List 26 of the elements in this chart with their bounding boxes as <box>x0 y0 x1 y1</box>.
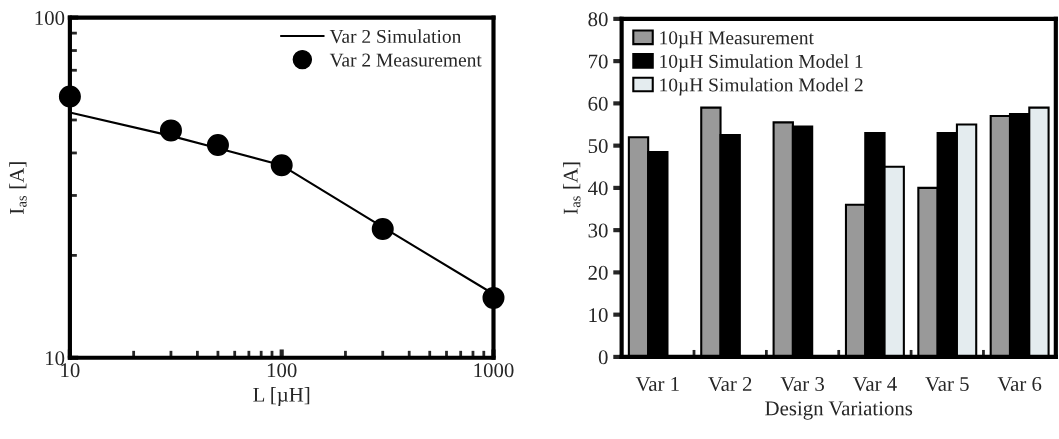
y-tick-label: 60 <box>588 96 608 111</box>
y-tick-label: 40 <box>588 181 608 196</box>
x-tick-label: 100 <box>267 363 297 378</box>
x-tick-label: Var 5 <box>925 377 969 392</box>
legend-label: Var 2 Measurement <box>329 53 482 67</box>
y-axis-title: I$_{as}$ [A] <box>9 162 27 214</box>
y-tick-label: 70 <box>588 54 608 69</box>
y-tick-label: 10 <box>589 308 608 323</box>
x-tick-label: Var 3 <box>780 377 824 392</box>
x-tick-label: Var 4 <box>852 377 897 392</box>
legend-label: 10µH Simulation Model 1 <box>660 54 863 72</box>
x-axis-title: L [µH] <box>253 387 310 406</box>
y-axis-title: I$_{as}$ [A] <box>563 162 581 215</box>
legend-label: 10µH Simulation Model 2 <box>660 77 863 96</box>
x-tick-label: Var 1 <box>635 377 679 392</box>
x-tick-label: Var 2 <box>708 377 752 392</box>
x-tick-label: 1000 <box>474 363 514 378</box>
y-tick-label: 30 <box>588 223 608 238</box>
x-tick-label: Var 6 <box>997 377 1042 392</box>
y-tick-label: 0 <box>598 350 608 365</box>
y-tick-label: 50 <box>588 139 608 154</box>
legend-label: 10µH Measurement <box>660 31 814 49</box>
y-tick-label: 20 <box>588 265 608 280</box>
x-axis-title: Design Variations <box>765 401 913 420</box>
legend-label: Var 2 Simulation <box>329 29 462 44</box>
y-tick-label: 80 <box>588 12 608 27</box>
